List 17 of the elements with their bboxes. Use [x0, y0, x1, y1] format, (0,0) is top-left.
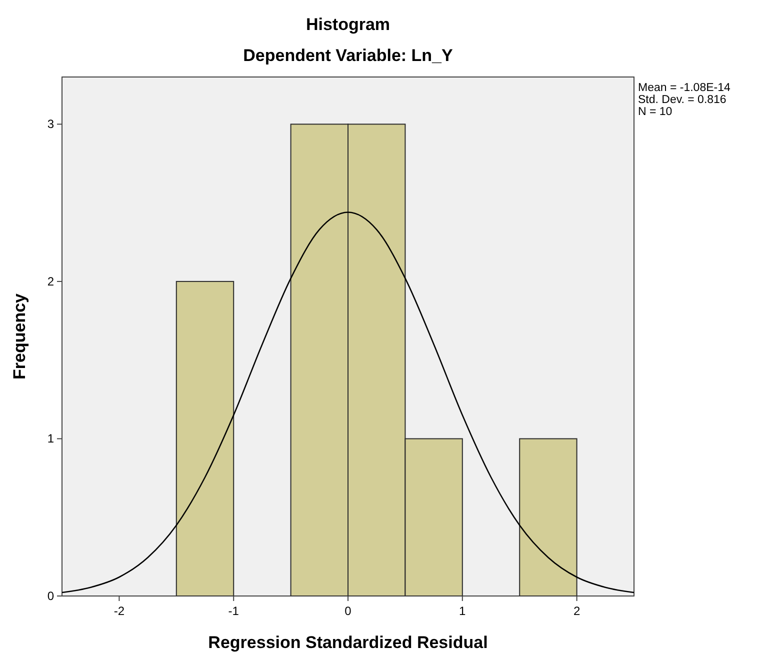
x-axis-title: Regression Standardized Residual — [208, 633, 488, 652]
y-axis-title: Frequency — [10, 292, 29, 380]
y-tick-label: 2 — [47, 274, 54, 288]
y-tick-label: 1 — [47, 432, 54, 446]
x-tick-label: 0 — [344, 604, 352, 618]
text: Std. Dev. = 0.816 — [638, 94, 726, 106]
x-tick-label: -1 — [228, 604, 240, 618]
x-tick-label: -2 — [114, 604, 125, 618]
line-series — [62, 212, 634, 594]
text: Mean = -1.08E-14 — [638, 82, 731, 94]
x-tick-label: 2 — [573, 604, 580, 618]
y-tick-label: 3 — [47, 117, 54, 132]
y-tick-label: 0 — [47, 589, 54, 603]
chart-title: Histogram — [306, 15, 390, 34]
text: N = 10 — [638, 106, 672, 118]
chart-subtitle: Dependent Variable: Ln_Y — [243, 46, 454, 65]
x-tick-label: 1 — [459, 604, 466, 618]
